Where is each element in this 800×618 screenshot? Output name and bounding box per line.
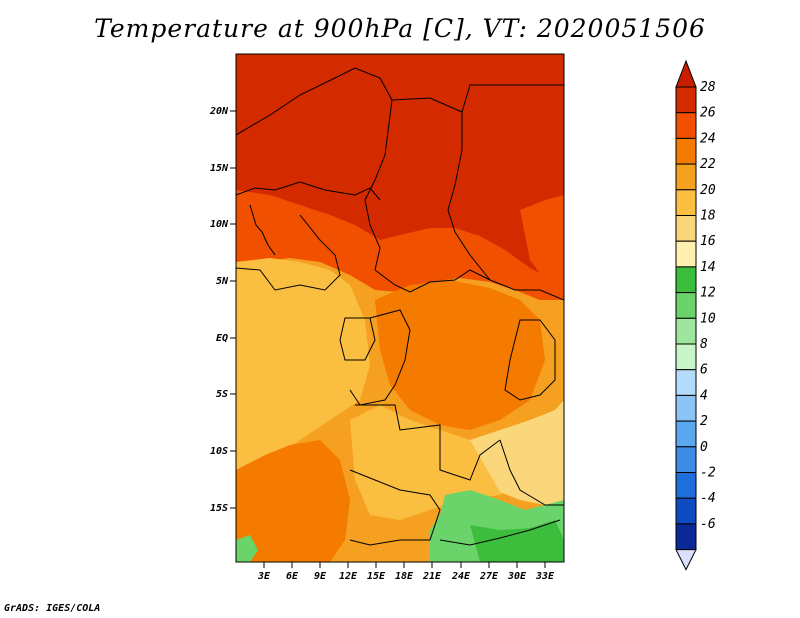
- lat-tick: 10N: [210, 219, 229, 230]
- field-southwest-green: [236, 535, 258, 562]
- lon-tick: 27E: [479, 571, 499, 582]
- lon-tick: 33E: [535, 571, 555, 582]
- credit-label: GrADS: IGES/COLA: [4, 603, 101, 614]
- colorbar-label: -6: [700, 517, 716, 532]
- lon-tick: 21E: [422, 571, 442, 582]
- field-band-24: [236, 190, 564, 300]
- colorbar-label: 18: [700, 209, 716, 224]
- colorbar-label: 6: [700, 363, 708, 378]
- colorbar-swatch: [675, 112, 697, 139]
- colorbar-label: 10: [700, 311, 716, 326]
- lat-tick: 5S: [216, 389, 228, 400]
- lon-tick: 3E: [257, 571, 271, 582]
- field-central-24: [375, 280, 545, 430]
- colorbar-swatch: [675, 523, 697, 551]
- colorbar-swatch: [675, 292, 697, 319]
- colorbar-label: 14: [700, 260, 716, 275]
- lon-tick: 18E: [395, 571, 414, 582]
- lat-tick: EQ: [216, 333, 228, 344]
- colorbar-swatch: [675, 446, 697, 473]
- field-west-22: [236, 258, 370, 470]
- field-north-26: [236, 54, 564, 290]
- colorbar-swatch: [675, 240, 697, 268]
- colorbar-swatch: [675, 343, 697, 371]
- field-coast-24: [236, 440, 350, 562]
- colorbar-label: 26: [700, 106, 716, 121]
- colorbar-label: 28: [700, 80, 716, 95]
- colorbar-swatch: [675, 189, 697, 217]
- lat-tick: 10S: [210, 446, 228, 457]
- colorbar-swatch: [675, 472, 697, 499]
- colorbar-swatch: [675, 317, 697, 345]
- lat-tick: 5N: [216, 276, 229, 287]
- temperature-field: [236, 54, 564, 562]
- colorbar-swatch: [675, 369, 697, 396]
- lon-tick: 30E: [507, 571, 527, 582]
- colorbar-label: 24: [700, 131, 716, 146]
- lon-tick: 12E: [339, 571, 358, 582]
- colorbar-swatch: [675, 163, 697, 191]
- colorbar-label: -4: [700, 491, 716, 506]
- lat-axis: 20N 15N 10N 5N EQ 5S 10S 15S: [209, 106, 236, 514]
- field-southeast-18: [470, 400, 564, 505]
- lon-tick: 9E: [314, 571, 327, 582]
- field-east-24: [520, 195, 564, 290]
- lat-tick: 20N: [209, 106, 229, 117]
- colorbar-swatch: [675, 215, 697, 242]
- chart-title: Temperature at 900hPa [C], VT: 202005150…: [94, 14, 706, 43]
- lon-tick: 15E: [367, 571, 386, 582]
- lat-tick: 15S: [210, 503, 228, 514]
- colorbar-label: 0: [700, 440, 708, 455]
- colorbar-swatch: [675, 266, 697, 294]
- lon-axis: 3E 6E 9E 12E 15E 18E 21E 24E 27E 30E 33E: [257, 562, 555, 582]
- colorbar-label: 20: [700, 183, 716, 198]
- lon-tick: 24E: [451, 571, 471, 582]
- colorbar-label: 16: [700, 234, 716, 249]
- colorbar-label: -2: [700, 466, 716, 481]
- colorbar-label: 8: [700, 337, 708, 352]
- colorbar-label: 22: [700, 157, 716, 172]
- colorbar-swatch: [675, 86, 697, 114]
- country-borders: [236, 67, 564, 546]
- lat-tick: 15N: [210, 163, 229, 174]
- colorbar-bottom-arrow: [675, 549, 697, 571]
- lon-tick: 6E: [286, 571, 299, 582]
- colorbar-label: 12: [700, 286, 716, 301]
- colorbar-label: 2: [700, 414, 708, 429]
- field-southeast-green-dark: [470, 520, 564, 562]
- map-frame: [235, 53, 565, 563]
- colorbar-swatch: [675, 420, 697, 448]
- colorbar-top-arrow: [675, 59, 697, 88]
- colorbar-swatch: [675, 137, 697, 165]
- colorbar-label: 4: [700, 388, 708, 403]
- colorbar-swatch: [675, 497, 697, 525]
- colorbar-swatch: [675, 394, 697, 422]
